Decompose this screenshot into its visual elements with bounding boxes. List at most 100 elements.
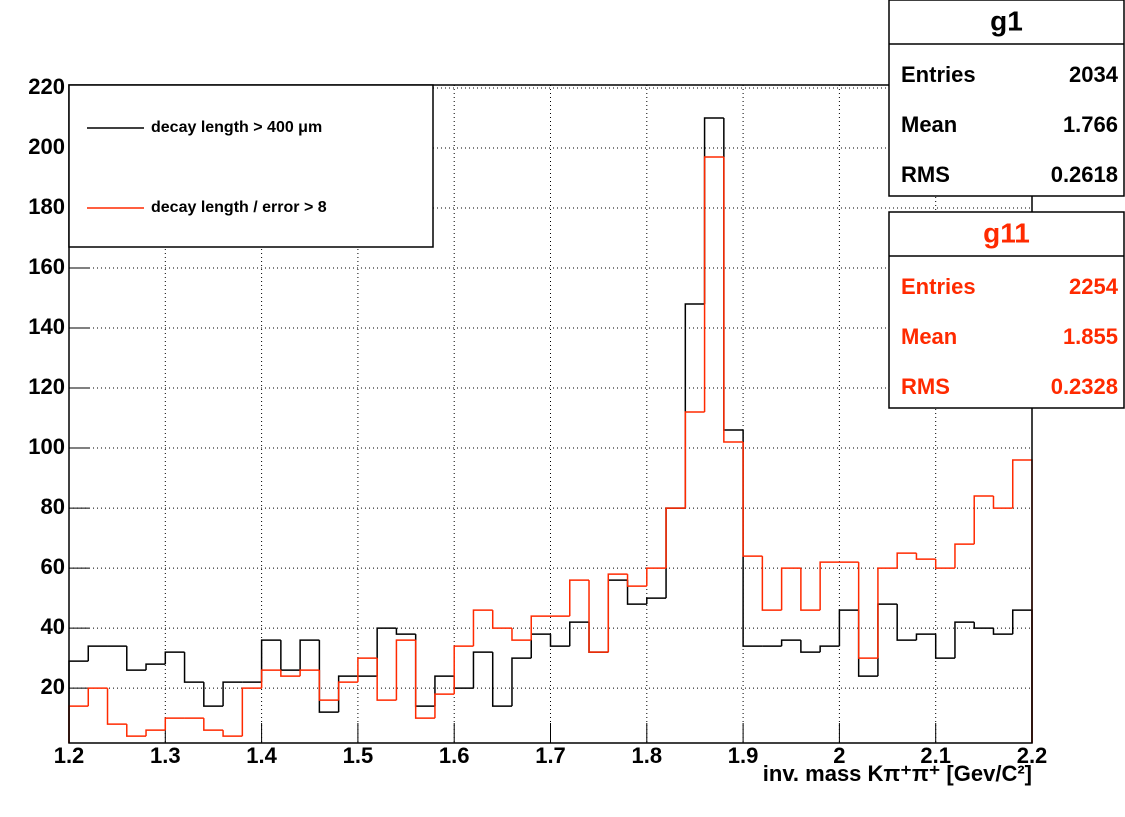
stats-box	[888, 211, 1125, 409]
histogram-bin	[800, 568, 821, 611]
y-tick-label: 80	[41, 494, 65, 519]
histogram-bin	[954, 543, 975, 569]
stats-value: 2254	[1069, 274, 1119, 299]
histogram-bin	[684, 411, 705, 509]
histogram-bin	[877, 567, 898, 659]
y-tick-label: 140	[28, 314, 65, 339]
histogram-bin	[857, 610, 878, 677]
x-tick-label: 1.8	[632, 743, 663, 768]
stats-value: 0.2618	[1051, 162, 1118, 187]
histogram-bin	[299, 669, 320, 677]
x-tick-label: 1.5	[343, 743, 374, 768]
histogram-bin	[434, 693, 455, 719]
histogram-bin	[68, 660, 89, 743]
histogram-bin	[280, 670, 301, 677]
histogram-bin	[511, 657, 532, 707]
legend-label: decay length > 400 μm	[151, 119, 322, 136]
histogram-bin	[723, 118, 744, 431]
histogram-bin	[992, 628, 1013, 635]
histogram-bin	[934, 559, 955, 569]
histogram-bin	[87, 645, 108, 662]
histogram-bin	[318, 640, 339, 713]
x-tick-label: 2.2	[1017, 743, 1048, 768]
histogram-bin	[222, 681, 243, 707]
histogram-bin	[164, 651, 185, 665]
histogram-bin	[145, 663, 166, 671]
histogram-bin	[453, 645, 474, 695]
histogram-bin	[857, 562, 878, 659]
histogram-bin	[954, 621, 975, 659]
histogram-bin	[646, 567, 667, 587]
histogram-bin	[106, 688, 127, 725]
histogram-bin	[260, 669, 281, 689]
histogram-bin	[164, 717, 185, 731]
histogram-bin	[395, 628, 416, 635]
stats-value: 0.2328	[1051, 374, 1118, 399]
histogram-bin	[203, 682, 224, 707]
stats-box	[888, 0, 1125, 197]
histogram-bin	[684, 303, 705, 509]
stats-label: Mean	[901, 112, 957, 137]
y-tick-label: 200	[28, 134, 65, 159]
x-tick-label: 1.9	[728, 743, 759, 768]
histogram-bin	[780, 639, 801, 647]
histogram-bin	[703, 117, 724, 305]
histogram-bin	[569, 621, 590, 647]
histogram-bin	[607, 579, 628, 653]
histogram-bin	[126, 724, 147, 737]
stats-label: Mean	[901, 324, 957, 349]
x-tick-label: 1.6	[439, 743, 470, 768]
y-tick-label: 100	[28, 434, 65, 459]
histogram-bin	[357, 657, 378, 683]
histogram-bin	[742, 430, 763, 647]
histogram-bin	[742, 442, 763, 557]
histogram-bin	[87, 687, 108, 707]
histogram-bin	[280, 640, 301, 671]
histogram-bin	[915, 553, 936, 560]
x-tick-label: 2.1	[920, 743, 951, 768]
y-tick-label: 20	[41, 674, 65, 699]
legend-label: decay length / error > 8	[151, 199, 327, 216]
histogram-bin	[665, 507, 686, 599]
histogram-bin	[934, 634, 955, 659]
stats-label: RMS	[901, 374, 950, 399]
histogram-bin	[376, 627, 397, 677]
histogram-bin	[992, 496, 1013, 509]
histogram-bin	[896, 604, 917, 641]
histogram-bin	[414, 640, 435, 719]
histogram-bin	[626, 580, 647, 605]
y-tick-label: 160	[28, 254, 65, 279]
y-tick-label: 40	[41, 614, 65, 639]
histogram-bin	[607, 573, 628, 653]
histogram-bin	[472, 651, 493, 689]
y-tick-label: 180	[28, 194, 65, 219]
histogram-bin	[800, 640, 821, 653]
histogram-bin	[1011, 609, 1033, 743]
histogram-bin	[1011, 459, 1033, 743]
histogram-bin	[569, 579, 590, 617]
histogram-bin	[241, 687, 262, 737]
histogram-bin	[434, 675, 455, 707]
stats-value: 2034	[1069, 62, 1119, 87]
histogram-bin	[491, 652, 512, 707]
x-tick-label: 1.4	[246, 743, 277, 768]
histogram-bin	[973, 495, 994, 545]
y-tick-label: 220	[28, 74, 65, 99]
histogram-bin	[896, 552, 917, 569]
histogram-bin	[819, 645, 840, 653]
histogram-bin	[973, 622, 994, 629]
histogram-bin	[203, 718, 224, 731]
y-tick-label: 60	[41, 554, 65, 579]
histogram-bin	[453, 676, 474, 689]
x-axis-label: inv. mass Kπ⁺π⁺ [Gev/C²]	[763, 761, 1032, 786]
histogram-bin	[530, 633, 551, 659]
y-tick-label: 120	[28, 374, 65, 399]
histogram-bin	[376, 658, 397, 701]
histogram-bin	[414, 634, 435, 707]
x-tick-label: 1.3	[150, 743, 181, 768]
plot-frame	[68, 84, 1033, 744]
histogram-bin	[511, 628, 532, 641]
stats-value: 1.766	[1063, 112, 1118, 137]
